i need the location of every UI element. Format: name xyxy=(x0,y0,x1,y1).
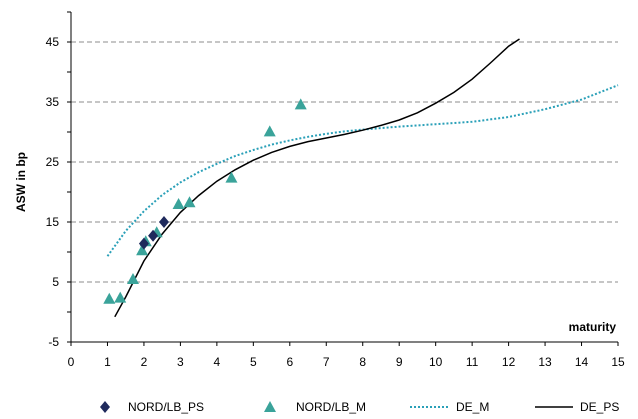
plot-area xyxy=(103,38,619,318)
x-tick-label: 1 xyxy=(104,355,111,369)
data-point-nord-lb-ps xyxy=(138,237,149,250)
legend: NORD/LB_PS NORD/LB_M DE_M DE_PS xyxy=(100,400,619,414)
y-tick-label: 45 xyxy=(46,35,60,49)
series-line-de-m xyxy=(106,84,619,257)
x-tick-label: 14 xyxy=(575,355,589,369)
legend-marker-nord-lb-m xyxy=(264,401,276,412)
data-point-nord-lb-m xyxy=(136,244,149,256)
x-tick-label: 3 xyxy=(177,355,184,369)
y-tick-label: 25 xyxy=(46,155,60,169)
x-tick-label: 10 xyxy=(429,355,443,369)
data-point-nord-lb-ps xyxy=(148,229,159,242)
y-tick-label: -5 xyxy=(48,335,59,349)
legend-label-de-m: DE_M xyxy=(456,400,489,414)
x-tick-label: 4 xyxy=(214,355,221,369)
x-tick-label: 12 xyxy=(502,355,516,369)
y-tick-label: 15 xyxy=(46,215,60,229)
x-tick-label: 0 xyxy=(68,355,75,369)
x-tick-label: 7 xyxy=(323,355,330,369)
x-tick-label: 11 xyxy=(466,355,479,369)
data-point-nord-lb-ps xyxy=(158,216,169,228)
data-point-nord-lb-m xyxy=(183,196,196,208)
data-point-nord-lb-m xyxy=(263,125,276,137)
y-tick-label: 5 xyxy=(52,275,59,289)
gridlines xyxy=(71,41,618,283)
data-point-nord-lb-m xyxy=(103,292,116,304)
data-point-nord-lb-m xyxy=(225,171,238,183)
x-tick-label: 8 xyxy=(359,355,366,369)
data-point-nord-lb-m xyxy=(172,198,185,209)
x-tick-label: 2 xyxy=(141,355,148,369)
x-tick-label: 13 xyxy=(538,355,552,369)
x-tick-label: 5 xyxy=(250,355,257,369)
legend-marker-nord-lb-ps xyxy=(100,401,110,413)
axes xyxy=(67,11,619,346)
y-axis-label: ASW in bp xyxy=(14,152,28,212)
data-point-nord-lb-m xyxy=(114,291,127,303)
legend-label-nord-lb-ps: NORD/LB_PS xyxy=(128,400,204,414)
x-tick-label: 9 xyxy=(396,355,403,369)
data-point-nord-lb-m xyxy=(294,98,307,110)
x-axis-label: maturity xyxy=(569,320,617,334)
y-tick-label: 35 xyxy=(46,95,60,109)
data-point-nord-lb-m xyxy=(126,273,139,284)
x-tick-label: 15 xyxy=(611,355,625,369)
legend-label-de-ps: DE_PS xyxy=(580,400,619,414)
legend-label-nord-lb-m: NORD/LB_M xyxy=(296,400,366,414)
series-line-de-ps xyxy=(114,38,520,318)
x-tick-label: 6 xyxy=(286,355,293,369)
